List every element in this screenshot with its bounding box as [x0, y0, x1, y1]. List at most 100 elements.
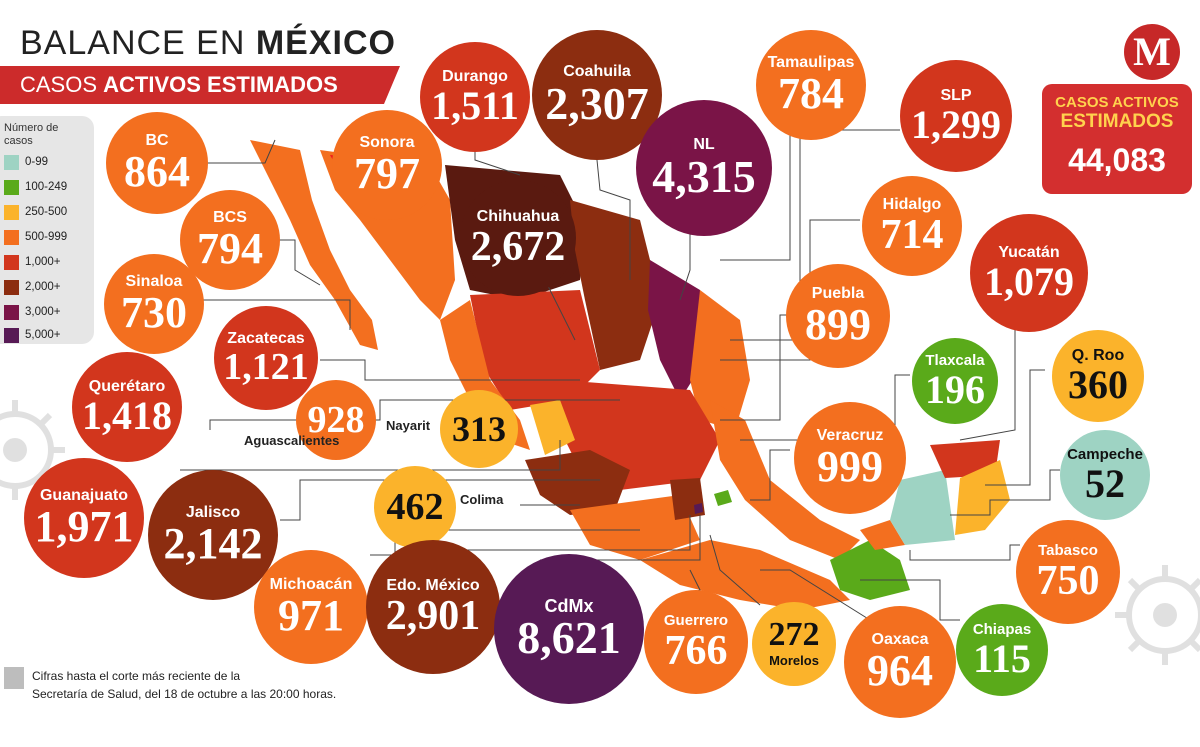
- state-bubble-guanajuato: Guanajuato 1,971: [24, 458, 144, 578]
- title-bold: MÉXICO: [255, 24, 396, 62]
- region-baja-california: [250, 140, 378, 350]
- state-name: Puebla: [811, 285, 865, 302]
- legend-label: 500-999: [25, 231, 68, 243]
- legend-swatch: [4, 229, 19, 245]
- state-name: Chiapas: [972, 621, 1032, 638]
- legend-label: 3,000+: [25, 306, 61, 318]
- state-value: 730: [121, 288, 187, 337]
- state-value: 928: [307, 399, 365, 441]
- legend-item: 5,000+: [4, 327, 61, 343]
- total-label-line1: CASOS ACTIVOS: [1055, 94, 1179, 111]
- subtitle-ribbon: [0, 66, 400, 104]
- legend-label: 1,000+: [25, 256, 61, 268]
- state-name: Jalisco: [185, 504, 241, 521]
- state-value: 794: [197, 224, 263, 273]
- state-value: 2,672: [470, 224, 566, 270]
- state-value: 272: [768, 616, 820, 653]
- state-value: 1,299: [911, 102, 1001, 147]
- region-nayarit: [530, 400, 575, 455]
- state-name: NL: [693, 136, 715, 153]
- state-name: Campeche: [1067, 446, 1143, 463]
- state-name: Sinaloa: [125, 273, 183, 290]
- state-name: Sonora: [359, 134, 415, 151]
- logo-letter: M: [1133, 29, 1171, 74]
- state-bubble-tamaulipas: Tamaulipas 784: [756, 30, 866, 140]
- title-regular: BALANCE EN: [20, 24, 256, 62]
- state-value: 971: [278, 591, 344, 640]
- legend-item: 100-249: [4, 179, 67, 195]
- state-name: Yucatán: [998, 244, 1060, 261]
- region-tabasco: [860, 520, 905, 550]
- legend-item: 250-500: [4, 204, 67, 220]
- state-name: BCS: [213, 209, 247, 226]
- legend-item: 0-99: [4, 154, 48, 170]
- total-label-line2: ESTIMADOS: [1060, 111, 1174, 132]
- virus-decoration-icon: [1115, 565, 1200, 665]
- state-bubble-slp: SLP 1,299: [900, 60, 1012, 172]
- state-bubble-bc: BC 864: [106, 112, 208, 214]
- state-label-aguascalientes: Aguascalientes: [244, 433, 340, 448]
- footnote-marker: [4, 667, 24, 689]
- legend-item: 500-999: [4, 229, 67, 245]
- page-title: BALANCE EN MÉXICO: [20, 24, 396, 63]
- legend-label: 5,000+: [25, 329, 61, 341]
- legend-swatch: [4, 327, 19, 343]
- region-nuevo-leon: [648, 260, 705, 400]
- state-name: Guanajuato: [39, 487, 128, 504]
- region-coahuila: [570, 200, 660, 370]
- total-box: CASOS ACTIVOS ESTIMADOS 44,083: [1042, 84, 1192, 194]
- state-name: Guerrero: [663, 612, 729, 629]
- state-value: 1,418: [82, 393, 172, 438]
- state-value: 2,142: [163, 519, 263, 568]
- state-name: Edo. México: [386, 577, 480, 594]
- region-jalisco: [525, 450, 630, 515]
- state-value: 2,307: [545, 78, 649, 129]
- total-value: 44,083: [1068, 142, 1166, 178]
- state-bubble-durango: Durango 1,511: [420, 42, 530, 152]
- state-bubble-yucatan: Yucatán 1,079: [970, 214, 1088, 332]
- state-bubble-aguascalientes: 928: [296, 380, 376, 460]
- state-bubble-queretaro: Querétaro 1,418: [72, 352, 182, 462]
- state-label-colima: Colima: [460, 492, 504, 507]
- state-value: 964: [867, 646, 933, 695]
- state-value: 864: [124, 147, 190, 196]
- state-bubble-michoacan: Michoacán 971: [254, 550, 368, 664]
- state-bubble-nl: NL 4,315: [636, 100, 772, 236]
- state-bubble-chihuahua: Chihuahua 2,672: [460, 180, 576, 296]
- state-bubble-jalisco: Jalisco 2,142: [148, 470, 278, 600]
- state-bubble-campeche: Campeche 52: [1060, 430, 1150, 520]
- region-quintana-roo: [955, 460, 1010, 535]
- state-value: 999: [817, 442, 883, 491]
- state-bubble-tabasco: Tabasco 750: [1016, 520, 1120, 624]
- state-bubble-morelos: 272 Morelos: [752, 602, 836, 686]
- state-value: 196: [925, 367, 985, 412]
- state-bubble-oaxaca: Oaxaca 964: [844, 606, 956, 718]
- state-label-nayarit: Nayarit: [386, 418, 431, 433]
- state-name: Tamaulipas: [767, 54, 855, 71]
- state-value: 784: [778, 69, 844, 118]
- state-value: 4,315: [652, 151, 756, 202]
- state-bubble-nayarit: 313: [440, 390, 518, 468]
- legend-title: Número de casos: [4, 122, 59, 147]
- state-bubble-chiapas: Chiapas 115: [956, 604, 1048, 696]
- footnote-line: Secretaría de Salud, del 18 de octubre a…: [32, 687, 337, 701]
- legend-label: 250-500: [25, 206, 68, 218]
- legend-swatch: [4, 279, 19, 295]
- state-bubble-puebla: Puebla 899: [786, 264, 890, 368]
- state-value: 899: [805, 300, 871, 349]
- state-name: Querétaro: [88, 378, 166, 395]
- footnote: Cifras hasta el corte más reciente de la…: [32, 667, 336, 703]
- region-campeche: [890, 470, 955, 545]
- state-bubble-sonora: Sonora 797: [332, 110, 442, 220]
- state-name: Oaxaca: [871, 631, 929, 648]
- legend-swatch: [4, 254, 19, 270]
- state-value: 1,079: [984, 259, 1074, 304]
- legend-item: 1,000+: [4, 254, 61, 270]
- state-bubble-hidalgo: Hidalgo 714: [862, 176, 962, 276]
- state-value: 360: [1068, 362, 1128, 407]
- state-bubble-guerrero: Guerrero 766: [644, 590, 748, 694]
- state-name: Tabasco: [1038, 542, 1098, 559]
- state-value: 1,971: [34, 502, 134, 551]
- state-bubble-colima: 462: [374, 466, 456, 548]
- region-tlaxcala: [714, 490, 732, 506]
